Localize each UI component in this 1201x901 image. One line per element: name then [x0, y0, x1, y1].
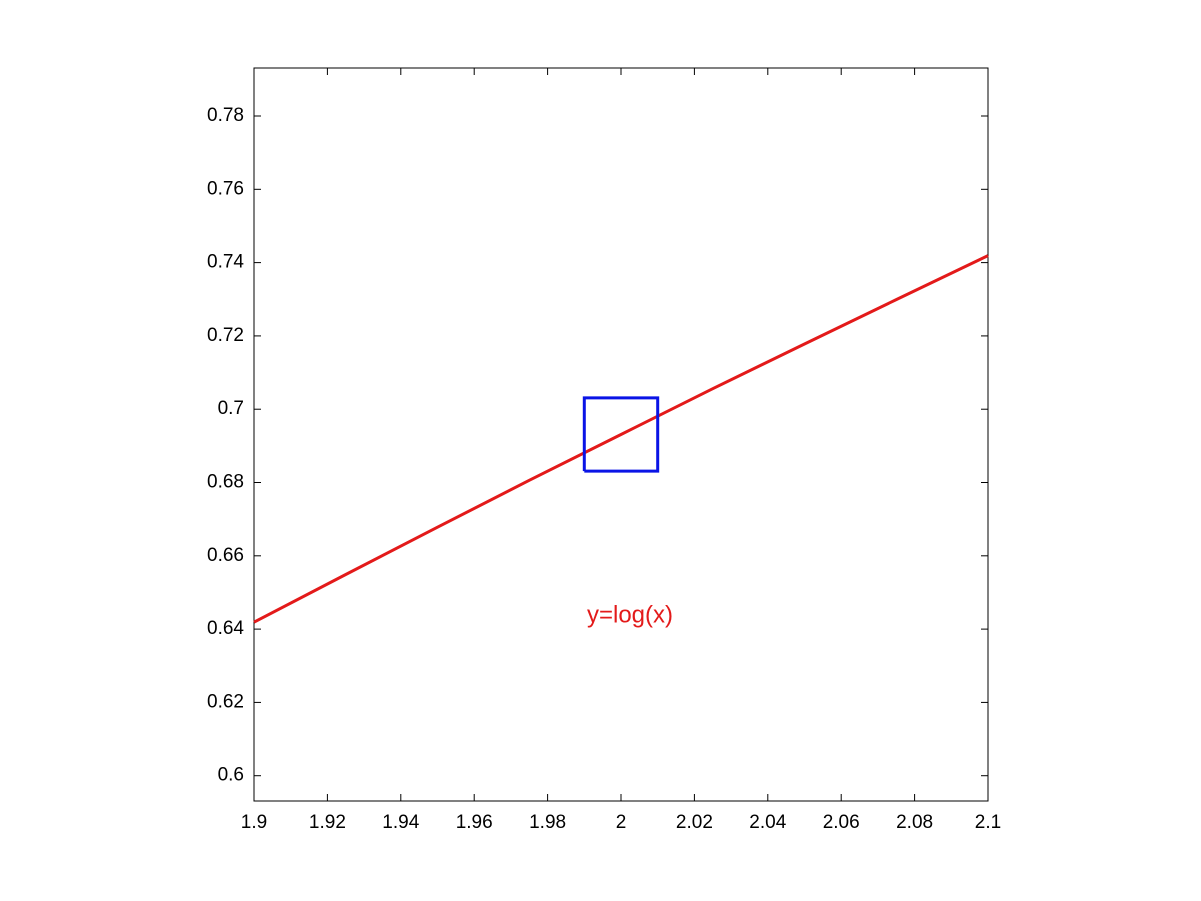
y-tick-label: 0.7: [218, 398, 244, 419]
x-tick-label: 2.06: [823, 812, 860, 833]
annotation: y=log(x): [587, 601, 673, 628]
x-tick-label: 2: [616, 812, 627, 833]
x-tick-label: 2.08: [896, 812, 933, 833]
x-tick-label: 1.9: [241, 812, 267, 833]
y-tick-label: 0.68: [207, 472, 244, 493]
y-tick-label: 0.64: [207, 618, 244, 639]
x-tick-label: 2.1: [975, 812, 1001, 833]
y-tick-label: 0.76: [207, 178, 244, 199]
data-line: [582, 396, 660, 473]
x-tick-label: 1.94: [382, 812, 419, 833]
y-tick-label: 0.72: [207, 325, 244, 346]
y-tick-label: 0.78: [207, 105, 244, 126]
x-tick-label: 2.02: [676, 812, 713, 833]
y-tick-label: 0.74: [207, 252, 244, 273]
data-line: [253, 254, 989, 624]
x-tick-label: 1.92: [309, 812, 346, 833]
y-tick-label: 0.6: [218, 765, 244, 786]
x-tick-label: 2.04: [749, 812, 786, 833]
x-tick-label: 1.98: [529, 812, 566, 833]
y-tick-label: 0.66: [207, 545, 244, 566]
x-tick-label: 1.96: [456, 812, 493, 833]
y-tick-label: 0.62: [207, 691, 244, 712]
